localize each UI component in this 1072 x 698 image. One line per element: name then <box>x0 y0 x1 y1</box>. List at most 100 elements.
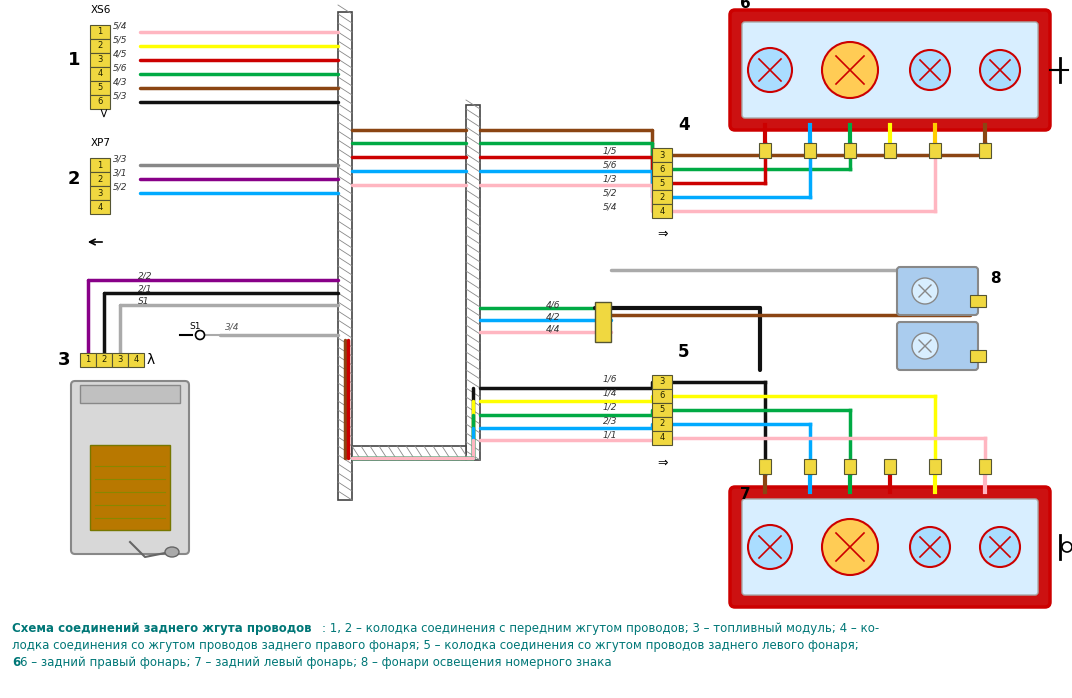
Bar <box>652 375 672 389</box>
Circle shape <box>912 278 938 304</box>
Bar <box>90 39 110 53</box>
Bar <box>90 445 170 530</box>
Text: 2: 2 <box>659 419 665 429</box>
Text: 3: 3 <box>98 56 103 64</box>
Text: 2/2: 2/2 <box>138 272 152 281</box>
Bar <box>652 162 672 176</box>
Circle shape <box>1062 542 1072 552</box>
Bar <box>90 172 110 186</box>
Text: XP7: XP7 <box>91 138 111 148</box>
Bar <box>90 53 110 67</box>
Bar <box>595 302 611 342</box>
Text: 1: 1 <box>98 27 103 36</box>
Text: 4: 4 <box>98 202 103 211</box>
Text: 5/5: 5/5 <box>113 36 128 45</box>
Bar <box>96 353 111 367</box>
Text: 6 – задний правый фонарь; 7 – задний левый фонарь; 8 – фонари освещения номерног: 6 – задний правый фонарь; 7 – задний лев… <box>20 656 612 669</box>
Bar <box>884 143 896 158</box>
Text: 1/4: 1/4 <box>602 388 617 397</box>
Text: 4/5: 4/5 <box>113 50 128 59</box>
Text: 7: 7 <box>740 487 750 502</box>
Text: 3/3: 3/3 <box>113 154 128 163</box>
Bar <box>759 459 771 474</box>
Text: 6: 6 <box>12 656 20 669</box>
Text: 5/2: 5/2 <box>113 182 128 191</box>
Text: ⇒: ⇒ <box>657 228 668 241</box>
Bar <box>111 353 128 367</box>
Text: лодка соединения со жгутом проводов заднего правого фонаря; 5 – колодка соединен: лодка соединения со жгутом проводов задн… <box>12 639 859 652</box>
Text: 8: 8 <box>991 271 1000 286</box>
Text: 2: 2 <box>102 355 106 364</box>
Bar <box>80 385 180 403</box>
Bar <box>90 81 110 95</box>
Text: λ: λ <box>147 353 155 367</box>
Bar <box>90 186 110 200</box>
Text: 2/3: 2/3 <box>602 416 617 425</box>
Text: 1: 1 <box>86 355 91 364</box>
Circle shape <box>912 333 938 359</box>
FancyBboxPatch shape <box>742 22 1038 118</box>
Text: 2: 2 <box>659 193 665 202</box>
Text: 5: 5 <box>98 84 103 93</box>
Circle shape <box>748 525 792 569</box>
Bar <box>90 25 110 39</box>
Text: 1/5: 1/5 <box>602 147 617 156</box>
FancyBboxPatch shape <box>730 487 1049 607</box>
Text: 6: 6 <box>98 98 103 107</box>
FancyBboxPatch shape <box>71 381 189 554</box>
Bar <box>929 143 941 158</box>
Text: 4/4: 4/4 <box>546 324 560 333</box>
Circle shape <box>822 519 878 575</box>
Text: : 1, 2 – колодка соединения с передним жгутом проводов; 3 – топливный модуль; 4 : : 1, 2 – колодка соединения с передним ж… <box>322 622 879 635</box>
Bar <box>652 431 672 445</box>
Bar <box>970 295 986 307</box>
Text: 1/6: 1/6 <box>602 374 617 383</box>
Text: 1: 1 <box>68 51 80 69</box>
Text: 6: 6 <box>659 165 665 174</box>
Circle shape <box>195 330 205 339</box>
Circle shape <box>748 48 792 92</box>
Text: 5/3: 5/3 <box>113 91 128 101</box>
Text: 2: 2 <box>98 41 103 50</box>
Text: 4/2: 4/2 <box>546 312 560 321</box>
Text: 4: 4 <box>659 433 665 443</box>
Bar <box>90 67 110 81</box>
Text: ⇒: ⇒ <box>657 457 668 470</box>
Text: 5: 5 <box>659 179 665 188</box>
Text: >: > <box>95 108 108 119</box>
Circle shape <box>910 50 950 90</box>
Text: 4: 4 <box>98 70 103 78</box>
Text: 3/1: 3/1 <box>113 168 128 177</box>
Bar <box>352 446 466 460</box>
Bar <box>844 459 857 474</box>
Bar <box>979 459 991 474</box>
Text: 2: 2 <box>98 174 103 184</box>
Text: 6: 6 <box>740 0 750 11</box>
Text: 6: 6 <box>659 392 665 401</box>
Bar <box>80 353 96 367</box>
Text: 5/2: 5/2 <box>602 189 617 198</box>
Text: 5/6: 5/6 <box>113 64 128 73</box>
Bar <box>90 158 110 172</box>
FancyBboxPatch shape <box>730 10 1049 130</box>
Circle shape <box>980 527 1019 567</box>
Text: 5/4: 5/4 <box>113 22 128 31</box>
Text: 2: 2 <box>68 170 80 188</box>
Bar <box>652 204 672 218</box>
Bar <box>652 417 672 431</box>
Text: 1/2: 1/2 <box>602 402 617 411</box>
Bar <box>804 143 816 158</box>
FancyBboxPatch shape <box>897 267 978 315</box>
Bar <box>652 389 672 403</box>
Bar <box>759 143 771 158</box>
FancyBboxPatch shape <box>742 499 1038 595</box>
Text: 4: 4 <box>133 355 138 364</box>
Text: 5/6: 5/6 <box>602 161 617 170</box>
Text: XS6: XS6 <box>91 5 111 15</box>
Text: 3: 3 <box>659 378 665 387</box>
Bar <box>844 143 857 158</box>
Bar <box>804 459 816 474</box>
Text: 5: 5 <box>659 406 665 415</box>
Text: S1: S1 <box>190 322 200 331</box>
Bar <box>90 95 110 109</box>
